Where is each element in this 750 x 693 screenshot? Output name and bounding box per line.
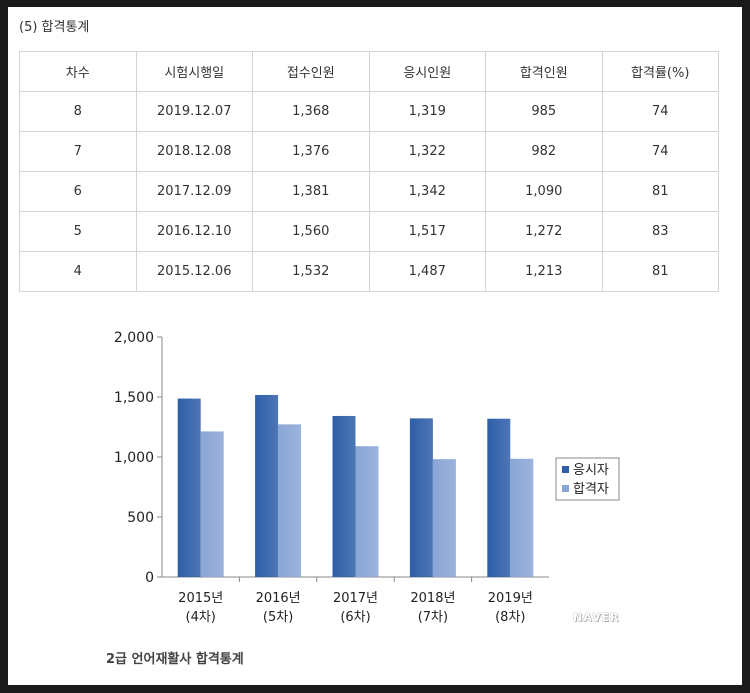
- cell-passers: 982: [485, 131, 603, 172]
- y-tick-label: 2,000: [114, 330, 154, 346]
- chart-caption: 2급 언어재활사 합격통계: [106, 652, 244, 667]
- header-applicants: 접수인원: [252, 51, 370, 92]
- cell-applicants: 1,368: [252, 91, 370, 132]
- cell-round: 7: [19, 131, 137, 172]
- bar-examinees: [332, 415, 356, 577]
- legend-label: 응시자: [573, 463, 609, 478]
- legend-swatch: [562, 485, 569, 492]
- header-passers: 합격인원: [485, 51, 603, 92]
- bar-passers: [278, 424, 302, 577]
- naver-watermark: NAVER: [573, 611, 620, 624]
- cell-exam-date: 2017.12.09: [135, 171, 253, 212]
- bar-passers: [355, 446, 379, 577]
- legend-label: 합격자: [573, 482, 609, 497]
- cell-exam-date: 2019.12.07: [135, 91, 253, 132]
- bar-passers: [510, 458, 534, 577]
- cell-examinees: 1,322: [368, 131, 486, 172]
- bar-examinees: [177, 398, 201, 577]
- x-tick-label: (7차): [418, 610, 448, 625]
- cell-pass-rate: 83: [601, 211, 719, 252]
- cell-examinees: 1,319: [368, 91, 486, 132]
- cell-pass-rate: 81: [601, 171, 719, 212]
- y-tick-label: 1,500: [114, 390, 154, 406]
- table-row: 6 2017.12.09 1,381 1,342 1,090 81: [19, 171, 719, 212]
- cell-pass-rate: 81: [601, 251, 719, 292]
- header-examinees: 응시인원: [368, 51, 486, 92]
- x-tick-label: 2019년: [488, 591, 533, 606]
- x-tick-label: (5차): [263, 610, 293, 625]
- x-tick-label: 2015년: [178, 591, 223, 606]
- cell-examinees: 1,487: [368, 251, 486, 292]
- section-title: (5) 합격통계: [19, 20, 90, 35]
- content-page: (5) 합격통계 차수 시험시행일 접수인원 응시인원 합격인원 합격률(%) …: [8, 7, 742, 685]
- table-row: 7 2018.12.08 1,376 1,322 982 74: [19, 131, 719, 172]
- cell-exam-date: 2018.12.08: [135, 131, 253, 172]
- header-round: 차수: [19, 51, 137, 92]
- y-tick-label: 1,000: [114, 450, 154, 466]
- bar-passers: [432, 459, 456, 577]
- y-tick-label: 0: [145, 570, 154, 586]
- cell-pass-rate: 74: [601, 131, 719, 172]
- cell-passers: 1,272: [485, 211, 603, 252]
- x-tick-label: 2017년: [333, 591, 378, 606]
- cell-applicants: 1,532: [252, 251, 370, 292]
- y-tick-label: 500: [127, 510, 154, 526]
- bar-examinees: [487, 418, 511, 577]
- bar-examinees: [255, 394, 279, 577]
- x-tick-label: 2016년: [256, 591, 301, 606]
- table-row: 8 2019.12.07 1,368 1,319 985 74: [19, 91, 719, 132]
- cell-round: 4: [19, 251, 137, 292]
- cell-applicants: 1,376: [252, 131, 370, 172]
- cell-examinees: 1,517: [368, 211, 486, 252]
- bar-examinees: [409, 418, 433, 577]
- cell-examinees: 1,342: [368, 171, 486, 212]
- cell-exam-date: 2015.12.06: [135, 251, 253, 292]
- legend-swatch: [562, 466, 569, 473]
- table-row: 4 2015.12.06 1,532 1,487 1,213 81: [19, 251, 719, 292]
- x-tick-label: (4차): [186, 610, 216, 625]
- x-tick-label: (8차): [495, 610, 525, 625]
- x-tick-label: (6차): [340, 610, 370, 625]
- cell-pass-rate: 74: [601, 91, 719, 132]
- cell-round: 6: [19, 171, 137, 212]
- table-header-row: 차수 시험시행일 접수인원 응시인원 합격인원 합격률(%): [19, 51, 719, 92]
- cell-passers: 1,090: [485, 171, 603, 212]
- stats-table: 차수 시험시행일 접수인원 응시인원 합격인원 합격률(%) 8 2019.12…: [19, 51, 719, 292]
- x-tick-label: 2018년: [410, 591, 455, 606]
- bar-chart: 0 500 1,000 1,500 2,000 2015년 (4차) 2016년 (5차) 201…: [114, 330, 620, 625]
- legend-box: [555, 457, 620, 501]
- cell-round: 8: [19, 91, 137, 132]
- table-row: 5 2016.12.10 1,560 1,517 1,272 83: [19, 211, 719, 252]
- cell-applicants: 1,381: [252, 171, 370, 212]
- bar-passers: [200, 431, 224, 577]
- header-exam-date: 시험시행일: [135, 51, 253, 92]
